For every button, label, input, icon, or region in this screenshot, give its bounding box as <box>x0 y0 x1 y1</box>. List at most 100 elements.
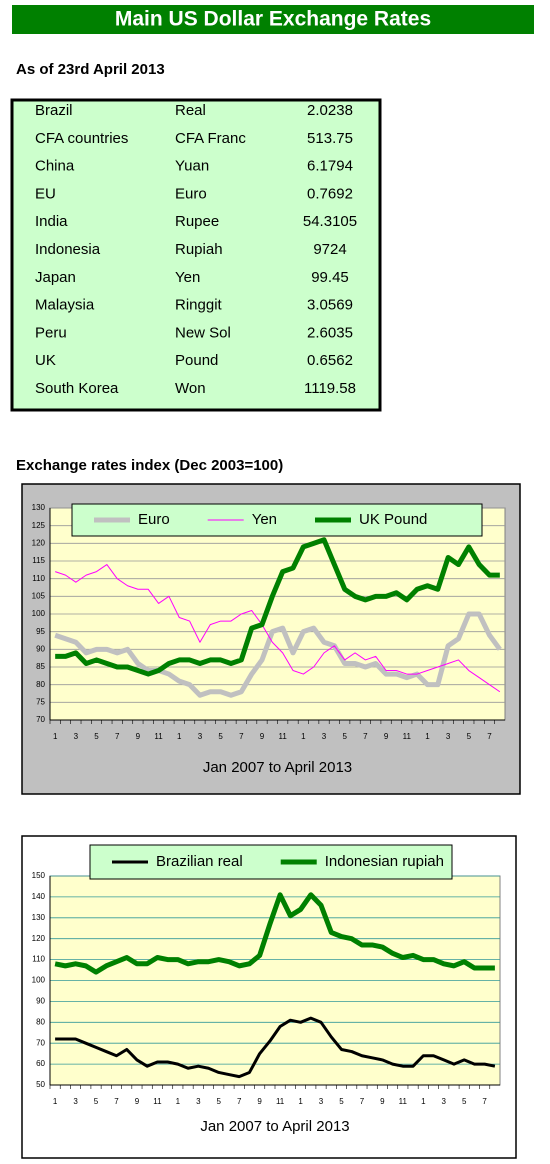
x-tick-label: 7 <box>482 1097 487 1106</box>
rate-cell: 513.75 <box>307 130 353 147</box>
y-tick-label: 130 <box>32 503 46 512</box>
x-tick-label: 5 <box>218 732 223 741</box>
y-tick-label: 80 <box>36 680 45 689</box>
x-tick-label: 9 <box>384 732 389 741</box>
x-tick-label: 7 <box>114 1097 119 1106</box>
y-tick-label: 70 <box>36 715 45 724</box>
series-line <box>54 892 495 975</box>
series-line <box>54 611 502 698</box>
x-tick-label: 11 <box>154 732 163 741</box>
x-tick-label: 3 <box>73 1097 78 1106</box>
y-tick-label: 80 <box>36 1017 45 1026</box>
currency-cell: Won <box>175 380 206 397</box>
x-tick-label: 9 <box>260 732 265 741</box>
x-tick-label: 3 <box>319 1097 324 1106</box>
x-tick-label: 7 <box>237 1097 242 1106</box>
x-tick-label: 3 <box>196 1097 201 1106</box>
rate-cell: 54.3105 <box>303 213 357 230</box>
x-tick-label: 3 <box>442 1097 447 1106</box>
country-cell: India <box>35 213 68 230</box>
x-tick-label: 3 <box>198 732 203 741</box>
currency-cell: Euro <box>175 185 207 202</box>
x-tick-label: 3 <box>322 732 327 741</box>
y-tick-label: 50 <box>36 1080 45 1089</box>
x-axis-label: Jan 2007 to April 2013 <box>200 1118 349 1135</box>
x-tick-label: 7 <box>363 732 368 741</box>
x-tick-label: 7 <box>487 732 492 741</box>
x-tick-label: 1 <box>298 1097 303 1106</box>
y-tick-label: 150 <box>32 871 46 880</box>
y-tick-label: 140 <box>32 892 46 901</box>
series-line <box>55 564 501 693</box>
y-tick-label: 95 <box>36 627 45 636</box>
x-tick-label: 5 <box>339 1097 344 1106</box>
legend-label: Indonesian rupiah <box>325 853 444 870</box>
legend-box <box>71 503 483 537</box>
country-cell: China <box>35 158 75 175</box>
x-tick-label: 1 <box>53 1097 58 1106</box>
legend-label: UK Pound <box>359 511 427 528</box>
x-tick-label: 9 <box>257 1097 262 1106</box>
country-cell: EU <box>35 185 56 202</box>
rate-cell: 2.6035 <box>307 324 353 341</box>
x-tick-label: 5 <box>217 1097 222 1106</box>
x-tick-label: 11 <box>403 732 412 741</box>
y-tick-label: 110 <box>32 955 45 964</box>
country-cell: Brazil <box>35 102 73 119</box>
currency-cell: CFA Franc <box>175 130 246 147</box>
y-tick-label: 115 <box>32 556 45 565</box>
currency-cell: New Sol <box>175 324 231 341</box>
country-cell: South Korea <box>35 380 119 397</box>
currency-cell: Yen <box>175 269 200 286</box>
rate-cell: 6.1794 <box>307 158 353 175</box>
currency-cell: Real <box>175 102 206 119</box>
x-tick-label: 9 <box>380 1097 385 1106</box>
page-title: Main US Dollar Exchange Rates <box>115 8 431 31</box>
y-tick-label: 75 <box>36 697 45 706</box>
title-bar <box>12 5 534 34</box>
x-tick-label: 11 <box>279 732 288 741</box>
x-tick-label: 7 <box>360 1097 365 1106</box>
x-tick-label: 1 <box>421 1097 426 1106</box>
x-tick-label: 9 <box>136 732 141 741</box>
y-tick-label: 120 <box>32 934 46 943</box>
x-tick-label: 11 <box>276 1097 285 1106</box>
rate-cell: 2.0238 <box>307 102 353 119</box>
x-tick-label: 5 <box>94 732 99 741</box>
y-tick-label: 60 <box>36 1059 45 1068</box>
rate-cell: 3.0569 <box>307 297 353 314</box>
x-tick-label: 3 <box>446 732 451 741</box>
x-tick-label: 3 <box>74 732 79 741</box>
x-tick-label: 5 <box>342 732 347 741</box>
x-tick-label: 1 <box>53 732 58 741</box>
country-cell: UK <box>35 352 56 369</box>
x-tick-label: 5 <box>462 1097 467 1106</box>
y-tick-label: 125 <box>32 521 46 530</box>
y-tick-label: 85 <box>36 662 45 671</box>
y-tick-label: 130 <box>32 913 46 922</box>
country-cell: Malaysia <box>35 297 95 314</box>
legend-box <box>89 844 453 880</box>
index-heading: Exchange rates index (Dec 2003=100) <box>16 457 283 474</box>
country-cell: Peru <box>35 324 67 341</box>
rate-cell: 1119.58 <box>304 380 356 397</box>
x-tick-label: 11 <box>399 1097 408 1106</box>
series-line <box>55 537 500 677</box>
as-of-date: As of 23rd April 2013 <box>16 61 165 78</box>
x-tick-label: 1 <box>177 732 182 741</box>
y-tick-label: 90 <box>36 644 45 653</box>
x-tick-label: 1 <box>301 732 306 741</box>
y-tick-label: 120 <box>32 538 46 547</box>
series-line <box>55 1016 496 1079</box>
currency-cell: Yuan <box>175 158 209 175</box>
x-tick-label: 7 <box>115 732 120 741</box>
rate-cell: 0.7692 <box>307 185 353 202</box>
x-tick-label: 9 <box>135 1097 140 1106</box>
country-cell: Indonesia <box>35 241 101 258</box>
y-tick-label: 110 <box>32 574 45 583</box>
x-tick-label: 7 <box>239 732 244 741</box>
y-tick-label: 100 <box>32 976 46 985</box>
y-tick-label: 70 <box>36 1038 45 1047</box>
